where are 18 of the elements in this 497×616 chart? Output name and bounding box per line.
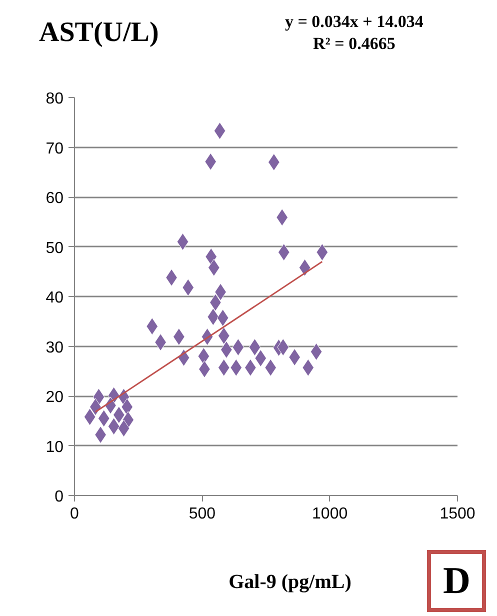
y-tick-label: 60: [46, 190, 64, 207]
x-tick-label: 500: [188, 506, 216, 522]
y-tick-label: 70: [46, 140, 64, 158]
y-tick-label: 20: [46, 389, 64, 406]
x-axis-title: Gal-9 (pg/mL): [228, 570, 352, 595]
x-tick-label: 1500: [440, 506, 476, 522]
text: D: [427, 550, 486, 612]
y-tick-label: 10: [46, 438, 64, 456]
x-tick-label: 0: [70, 506, 80, 522]
y-tick-label: 80: [46, 90, 64, 108]
x-tick-label: 1000: [312, 506, 348, 522]
y-tick-label: 50: [46, 240, 64, 257]
y-tick-label: 0: [54, 488, 64, 506]
y-tick-label: 30: [46, 339, 64, 356]
text: y = 0.034x + 14.034: [285, 11, 424, 33]
y-axis-title: AST(U/L): [39, 16, 159, 50]
y-tick-label: 40: [46, 290, 64, 306]
text: R² = 0.4665: [312, 33, 396, 55]
